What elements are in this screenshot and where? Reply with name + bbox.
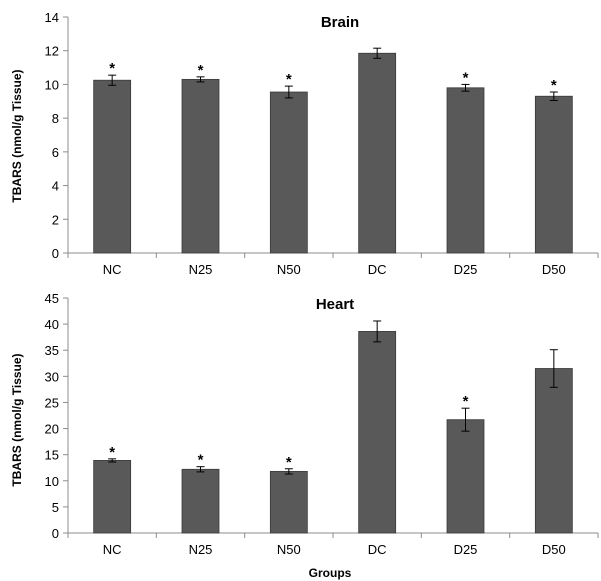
- y-tick-label: 10: [45, 474, 59, 489]
- bar-n25: [181, 468, 220, 534]
- heart-chart: Heart TBARS (nmol/g Tissue) Groups 0 5 10 1…: [10, 291, 599, 580]
- significance-mark: *: [198, 62, 204, 79]
- x-tick-label: N50: [277, 262, 301, 277]
- y-tick-label: 5: [52, 500, 59, 515]
- y-tick-label: 8: [52, 111, 59, 126]
- x-tick-label: D50: [542, 262, 566, 277]
- bar-d25: [446, 87, 485, 254]
- x-tick-label: NC: [103, 542, 122, 557]
- y-tick-label: 12: [45, 44, 59, 59]
- significance-mark: *: [109, 60, 115, 77]
- bar-nc: [93, 79, 132, 254]
- bar-nc: [93, 460, 132, 534]
- y-tick-label: 20: [45, 422, 59, 437]
- x-tick-label: DC: [368, 542, 387, 557]
- bar-d25: [446, 419, 485, 534]
- chart-title: Heart: [316, 296, 354, 313]
- x-tick-label: D50: [542, 542, 566, 557]
- y-tick-label: 0: [52, 526, 59, 541]
- y-tick-label: 15: [45, 448, 59, 463]
- y-tick-label: 0: [52, 246, 59, 261]
- y-tick-label: 40: [45, 317, 59, 332]
- x-tick-label: N25: [189, 262, 213, 277]
- significance-mark: *: [286, 71, 292, 88]
- y-tick-label: 45: [45, 291, 59, 306]
- y-tick-label: 4: [52, 179, 59, 194]
- x-tick-label: NC: [103, 262, 122, 277]
- bar-d50: [534, 95, 573, 254]
- x-tick-label: N50: [277, 542, 301, 557]
- y-axis-title: TBARS (nmol/g Tissue): [10, 353, 24, 486]
- x-tick-label: N25: [189, 542, 213, 557]
- x-tick-label: DC: [368, 262, 387, 277]
- x-tick-label: D25: [454, 542, 478, 557]
- significance-mark: *: [109, 444, 115, 461]
- y-axis-title: TBARS (nmol/g Tissue): [10, 69, 24, 202]
- chart-title: Brain: [321, 14, 359, 31]
- y-tick-label: 30: [45, 369, 59, 384]
- bar-n50: [269, 91, 308, 254]
- y-tick-label: 10: [45, 77, 59, 92]
- x-tick-label: D25: [454, 262, 478, 277]
- bar-d50: [534, 368, 573, 534]
- bar-dc: [358, 52, 397, 254]
- significance-mark: *: [286, 454, 292, 471]
- significance-mark: *: [463, 69, 469, 86]
- significance-mark: *: [198, 452, 204, 469]
- y-tick-label: 14: [45, 10, 59, 25]
- y-tick-label: 35: [45, 343, 59, 358]
- y-tick-label: 25: [45, 395, 59, 410]
- y-tick-label: 6: [52, 145, 59, 160]
- significance-mark: *: [551, 77, 557, 94]
- y-tick-label: 2: [52, 212, 59, 227]
- bar-n50: [269, 470, 308, 534]
- bar-n25: [181, 78, 220, 254]
- brain-chart: Brain TBARS (nmol/g Tissue) 0 2 4 6 8 10 12 14 *…: [10, 10, 599, 277]
- x-axis-title: Groups: [309, 566, 352, 580]
- bar-dc: [358, 331, 397, 534]
- significance-mark: *: [463, 393, 469, 410]
